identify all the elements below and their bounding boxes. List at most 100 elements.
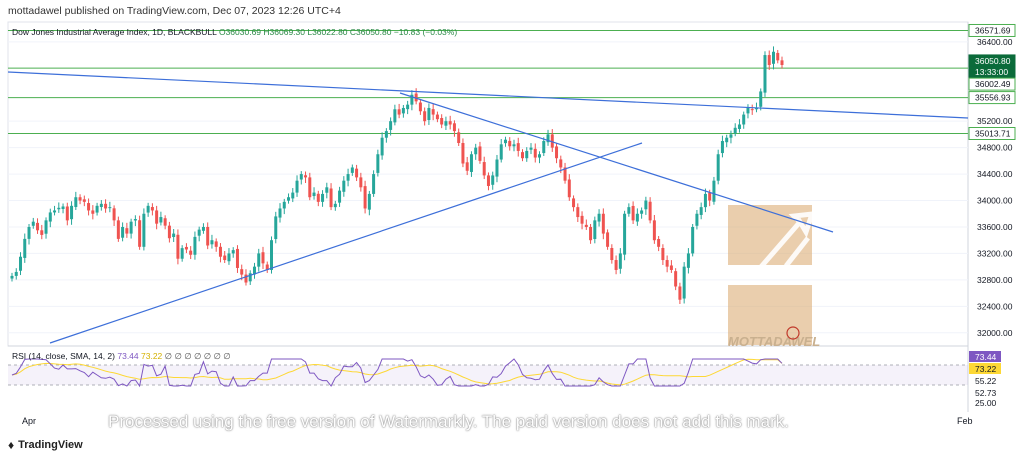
price-label-box bbox=[968, 127, 1016, 141]
candle-body bbox=[525, 150, 529, 159]
symbol-name[interactable]: Dow Jones Industrial Average Index, 1D, … bbox=[12, 27, 217, 37]
candle-body bbox=[240, 269, 244, 275]
candle-body bbox=[108, 207, 112, 209]
candle-body bbox=[129, 221, 133, 234]
candle-body bbox=[338, 190, 342, 203]
candle-body bbox=[10, 275, 14, 279]
candle-body bbox=[278, 208, 282, 218]
candle-body bbox=[184, 246, 188, 250]
candle-body bbox=[363, 186, 367, 209]
price-tick-label: 34800.00 bbox=[977, 143, 1013, 153]
candle-body bbox=[754, 107, 758, 110]
candle-body bbox=[210, 240, 214, 245]
candle-body bbox=[699, 207, 703, 215]
price-tick-label: 34000.00 bbox=[977, 196, 1013, 206]
candle-body bbox=[703, 193, 707, 208]
candle-body bbox=[767, 55, 771, 65]
candle-body bbox=[516, 143, 520, 151]
candle-body bbox=[308, 177, 312, 198]
rsi-label-text: 52.73 bbox=[975, 388, 997, 398]
candle-body bbox=[189, 250, 193, 255]
tradingview-brand: TradingView bbox=[18, 439, 83, 451]
candle-body bbox=[274, 216, 278, 240]
candle-body bbox=[457, 132, 461, 144]
price-tick-label: 32800.00 bbox=[977, 275, 1013, 285]
candle-body bbox=[627, 207, 631, 214]
candle-body bbox=[367, 193, 371, 210]
candle-body bbox=[610, 248, 614, 261]
candle-body bbox=[287, 197, 291, 201]
candle-body bbox=[631, 205, 635, 221]
candle-body bbox=[397, 109, 401, 115]
candle-body bbox=[155, 210, 159, 224]
candle-body bbox=[529, 147, 533, 150]
candle-body bbox=[737, 124, 741, 129]
symbol-legend: Dow Jones Industrial Average Index, 1D, … bbox=[12, 27, 457, 37]
candle-body bbox=[65, 206, 69, 221]
candle-body bbox=[389, 121, 393, 130]
rsi-label[interactable]: RSI (14, close, SMA, 14, 2) bbox=[12, 351, 115, 361]
rsi-extra: ∅ ∅ ∅ ∅ ∅ ∅ ∅ bbox=[164, 351, 231, 361]
candle-body bbox=[393, 109, 397, 123]
candle-body bbox=[657, 239, 661, 247]
candle-body bbox=[665, 260, 669, 267]
candle-body bbox=[618, 253, 622, 269]
price-tick-label: 32000.00 bbox=[977, 328, 1013, 338]
candle-body bbox=[720, 141, 724, 154]
candle-body bbox=[74, 197, 78, 208]
candle-body bbox=[708, 192, 712, 201]
candle-body bbox=[499, 144, 503, 160]
candle-body bbox=[342, 180, 346, 192]
candle-body bbox=[401, 107, 405, 114]
price-label-text: 36050.80 bbox=[975, 56, 1011, 66]
candle-body bbox=[36, 222, 40, 231]
candle-body bbox=[57, 207, 61, 210]
rsi-legend: RSI (14, close, SMA, 14, 2) 73.44 73.22 … bbox=[12, 351, 231, 362]
candle-body bbox=[270, 240, 274, 270]
candle-body bbox=[606, 232, 610, 247]
candle-body bbox=[350, 167, 354, 173]
candle-body bbox=[695, 213, 699, 226]
candle-body bbox=[142, 213, 146, 247]
tradingview-footer[interactable]: ♦ TradingView bbox=[8, 438, 83, 452]
candle-body bbox=[716, 154, 720, 181]
candle-body bbox=[678, 286, 682, 300]
candle-body bbox=[597, 213, 601, 222]
watermark-brand: MOTTADAWEL bbox=[728, 334, 820, 349]
candle-body bbox=[742, 114, 746, 125]
candle-body bbox=[150, 207, 154, 211]
price-tick-label: 35200.00 bbox=[977, 116, 1013, 126]
candle-body bbox=[482, 162, 486, 176]
candle-body bbox=[95, 205, 99, 213]
price-tick-label: 33200.00 bbox=[977, 248, 1013, 258]
candle-body bbox=[44, 220, 48, 234]
watermark-arrow-down-icon bbox=[784, 236, 810, 268]
price-tick-label: 36400.00 bbox=[977, 37, 1013, 47]
candle-body bbox=[112, 208, 116, 221]
candle-body bbox=[644, 200, 648, 210]
candle-body bbox=[159, 217, 163, 223]
tradingview-logo-icon: ♦ bbox=[8, 438, 15, 452]
candle-body bbox=[478, 146, 482, 161]
candle-body bbox=[780, 60, 784, 65]
candle-body bbox=[474, 147, 478, 155]
candle-body bbox=[19, 256, 23, 271]
ohlc-values: O36030.69 H36069.30 L36022.80 C36050.80 … bbox=[218, 27, 458, 37]
candle-body bbox=[31, 221, 35, 226]
price-tick-label: 32400.00 bbox=[977, 301, 1013, 311]
candle-body bbox=[746, 107, 750, 114]
candle-body bbox=[410, 94, 414, 105]
candle-body bbox=[193, 236, 197, 255]
price-label-box bbox=[968, 91, 1016, 105]
rsi-label-text: 25.00 bbox=[975, 398, 997, 408]
candle-body bbox=[214, 241, 218, 247]
candle-body bbox=[329, 188, 333, 208]
candle-body bbox=[771, 51, 775, 64]
candle-body bbox=[640, 210, 644, 214]
price-label-text: 35556.93 bbox=[975, 93, 1011, 103]
candle-body bbox=[218, 246, 222, 257]
candle-body bbox=[346, 174, 350, 181]
candle-body bbox=[589, 226, 593, 241]
